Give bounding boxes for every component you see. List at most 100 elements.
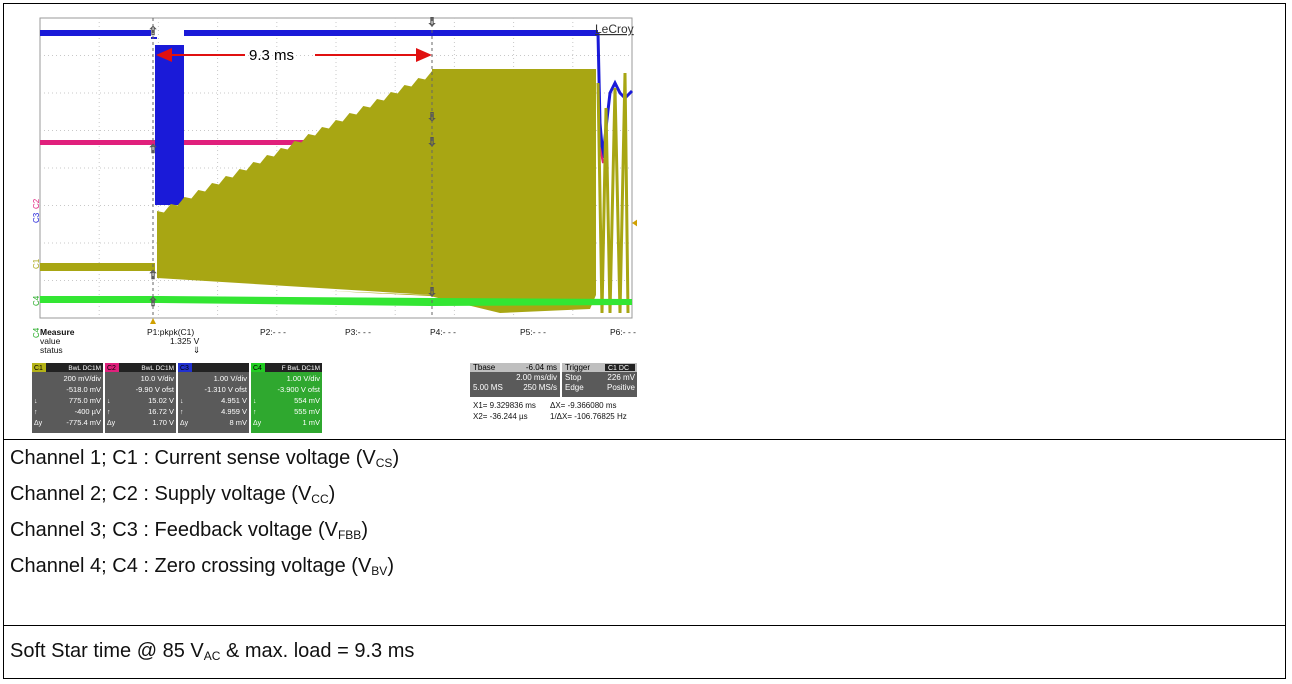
- svg-text:Positive: Positive: [607, 383, 636, 392]
- channel-box-tag: C4: [253, 365, 262, 372]
- svg-text:Tbase: Tbase: [473, 363, 496, 372]
- channel-box-value: -3.900 V ofst: [277, 385, 320, 394]
- channel-tag-c1: C1: [32, 258, 41, 269]
- channel-box-value: 1 mV: [302, 418, 320, 427]
- oscilloscope-svg: ⇧ ⇧ ⇧ ⇧ ⇩ ⇩ ⇩ ⇩ 9.3 ms LeCroy C3 C2 C1 C…: [30, 13, 638, 436]
- channel-box-prefix: ↓: [107, 398, 111, 405]
- channel-tag-c4: C4: [32, 295, 41, 306]
- channel-box-value: 200 mV/div: [63, 374, 101, 383]
- channel-descriptors: C1 BwL DC1M 200 mV/div -518.0 mV 775.0 mV ↓ -4…: [32, 363, 322, 433]
- lecroy-logo: LeCroy: [595, 22, 634, 36]
- table-divider: [3, 625, 1286, 626]
- svg-text:⇧: ⇧: [148, 268, 158, 282]
- ch3-trace: [40, 30, 634, 205]
- caption-channel-3: Channel 3; C3 : Feedback voltage (VFBB): [10, 519, 368, 542]
- channel-box-tag: C1: [34, 365, 43, 372]
- channel-box-tag: C3: [180, 365, 189, 372]
- channel-box-prefix: ↓: [253, 398, 257, 405]
- svg-text:226 mV: 226 mV: [607, 373, 635, 382]
- channel-box-mode: BwL DC1M: [141, 365, 174, 372]
- svg-text:ΔX= -9.366080 ms: ΔX= -9.366080 ms: [550, 401, 617, 410]
- channel-box-c2: [105, 363, 176, 433]
- channel-box-value: -518.0 mV: [66, 385, 101, 394]
- channel-box-value: 555 mV: [294, 407, 320, 416]
- svg-text:P3:- - -: P3:- - -: [345, 327, 371, 337]
- table-divider: [3, 439, 1286, 440]
- duration-label: 9.3 ms: [249, 47, 294, 64]
- channel-box-prefix: ↓: [34, 398, 38, 405]
- duration-arrow: [156, 48, 432, 62]
- channel-box-prefix: ↑: [34, 409, 38, 416]
- timebase-trigger-box: Tbase -6.04 ms 2.00 ms/div 5.00 MS 250 M…: [470, 363, 637, 421]
- channel-box-value: 10.0 V/div: [141, 374, 175, 383]
- svg-text:⇧: ⇧: [148, 142, 158, 156]
- trigger-marker: [150, 318, 156, 324]
- svg-text:P6:- - -: P6:- - -: [610, 327, 636, 337]
- channel-box-mode: F BwL DC1M: [282, 365, 320, 372]
- svg-text:⇩: ⇩: [427, 285, 437, 299]
- channel-box-prefix: ↑: [180, 409, 184, 416]
- svg-text:P5:- - -: P5:- - -: [520, 327, 546, 337]
- svg-text:⇩: ⇩: [427, 110, 437, 124]
- svg-text:⇧: ⇧: [148, 295, 158, 309]
- channel-box-value: 4.959 V: [221, 407, 247, 416]
- svg-text:⇩: ⇩: [427, 135, 437, 149]
- svg-text:value: value: [40, 336, 61, 346]
- channel-box-prefix: ↓: [180, 398, 184, 405]
- svg-text:-6.04 ms: -6.04 ms: [526, 363, 557, 372]
- channel-box-tag: C2: [107, 365, 116, 372]
- svg-text:C1 DC: C1 DC: [608, 365, 629, 372]
- svg-text:P2:- - -: P2:- - -: [260, 327, 286, 337]
- svg-text:status: status: [40, 345, 63, 355]
- svg-text:Stop: Stop: [565, 373, 582, 382]
- oscilloscope-screenshot: ⇧ ⇧ ⇧ ⇧ ⇩ ⇩ ⇩ ⇩ 9.3 ms LeCroy C3 C2 C1 C…: [30, 13, 638, 436]
- channel-box-prefix: Δy: [253, 420, 262, 427]
- channel-box-value: 554 mV: [294, 396, 320, 405]
- channel-box-value: 4.951 V: [221, 396, 247, 405]
- svg-text:P4:- - -: P4:- - -: [430, 327, 456, 337]
- channel-box-value: -400 µV: [75, 407, 101, 416]
- svg-text:250 MS/s: 250 MS/s: [523, 383, 557, 392]
- document-table: [3, 3, 1286, 679]
- channel-box-value: 1.00 V/div: [287, 374, 321, 383]
- channel-box-value: 1.70 V: [152, 418, 174, 427]
- measure-table: Measure value status P1:pkpk(C1) 1.325 V…: [40, 327, 636, 355]
- channel-box-value: -775.4 mV: [66, 418, 101, 427]
- channel-box-value: 775.0 mV: [69, 396, 101, 405]
- cursor-lines: ⇧ ⇧ ⇧ ⇧ ⇩ ⇩ ⇩ ⇩: [148, 15, 437, 318]
- svg-text:Trigger: Trigger: [565, 363, 590, 372]
- channel-box-prefix: Δy: [34, 420, 43, 427]
- channel-box-value: 15.02 V: [148, 396, 174, 405]
- svg-text:⇩: ⇩: [427, 15, 437, 29]
- channel-tag-c2: C2: [32, 198, 41, 209]
- svg-text:X2= -36.244 µs: X2= -36.244 µs: [473, 412, 528, 421]
- svg-text:⇓: ⇓: [193, 345, 200, 355]
- footer-soft-start-time: Soft Star time @ 85 VAC & max. load = 9.…: [10, 640, 415, 663]
- svg-text:5.00 MS: 5.00 MS: [473, 383, 503, 392]
- trigger-level-marker: [632, 219, 638, 227]
- svg-text:C4: C4: [32, 327, 41, 338]
- channel-tag-c3: C3: [32, 212, 41, 223]
- channel-box-prefix: ↑: [253, 409, 257, 416]
- channel-box-prefix: Δy: [107, 420, 116, 427]
- caption-channel-4: Channel 4; C4 : Zero crossing voltage (V…: [10, 555, 394, 578]
- svg-text:⇧: ⇧: [148, 24, 158, 38]
- channel-box-value: -9.90 V ofst: [136, 385, 175, 394]
- caption-channel-1: Channel 1; C1 : Current sense voltage (V…: [10, 447, 400, 470]
- channel-box-value: -1.310 V ofst: [204, 385, 247, 394]
- channel-box-mode: BwL DC1M: [68, 365, 101, 372]
- svg-text:X1= 9.329836 ms: X1= 9.329836 ms: [473, 401, 536, 410]
- channel-box-c1: [32, 363, 103, 433]
- channel-box-c4: [251, 363, 322, 433]
- svg-text:2.00 ms/div: 2.00 ms/div: [516, 373, 557, 382]
- channel-box-c3: [178, 363, 249, 433]
- svg-text:P1:pkpk(C1): P1:pkpk(C1): [147, 327, 194, 337]
- channel-box-value: 16.72 V: [148, 407, 174, 416]
- ch4-trace: [40, 296, 632, 306]
- channel-box-prefix: ↑: [107, 409, 111, 416]
- svg-text:Measure: Measure: [40, 327, 75, 337]
- svg-text:1/ΔX= -106.76825 Hz: 1/ΔX= -106.76825 Hz: [550, 412, 627, 421]
- channel-box-value: 1.00 V/div: [214, 374, 248, 383]
- channel-box-value: 8 mV: [229, 418, 247, 427]
- caption-channel-2: Channel 2; C2 : Supply voltage (VCC): [10, 483, 336, 506]
